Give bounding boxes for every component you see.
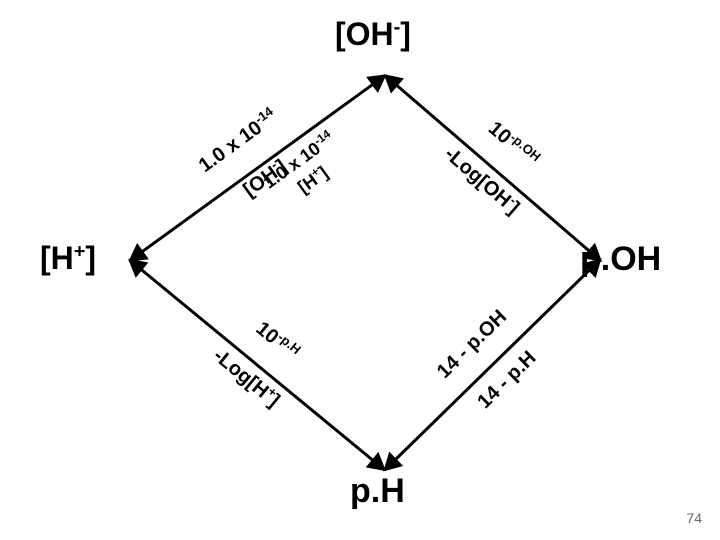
edge-bottom-right: 14 - p.OH 14 - p.H <box>385 260 600 470</box>
corner-bottom-label: p.H <box>350 472 405 511</box>
edge-line <box>384 259 601 471</box>
edge-line <box>129 259 386 471</box>
edge-bottom-left: 10-p.H -Log[H+] <box>130 260 385 470</box>
edge-top-left: 1.0 x 10-14 [OH-] 1.0 x 10-14 [H+] <box>130 75 385 260</box>
edge-line <box>384 74 601 261</box>
edge-top-right: 10-p.OH -Log[OH-] <box>385 75 600 260</box>
diagram-stage: [OH-] p.OH p.H [H+] 1.0 x 10-14 [OH-] 1.… <box>0 0 720 540</box>
corner-top-label: [OH-] <box>335 16 411 53</box>
corner-left-label: [H+] <box>40 240 96 277</box>
page-number: 74 <box>686 510 702 526</box>
edge-line <box>129 74 386 261</box>
edge-label-lower: 14 - p.H <box>474 347 542 414</box>
edge-label-upper: 10-p.OH <box>483 117 542 172</box>
edge-label-upper: 10-p.H <box>251 317 302 365</box>
